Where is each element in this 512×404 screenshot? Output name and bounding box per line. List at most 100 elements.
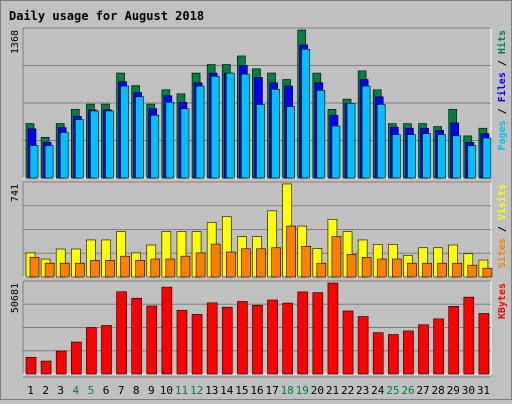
- bar-kbytes-day-5: [86, 327, 97, 375]
- bar-sites-day-28: [437, 262, 447, 278]
- bar-kbytes-day-1: [25, 357, 37, 375]
- bar-sites-day-23: [361, 257, 372, 278]
- day-label: 28: [432, 384, 445, 397]
- day-label: 5: [88, 384, 95, 397]
- bar-pages-day-4: [74, 119, 84, 179]
- day-label: 10: [160, 384, 173, 397]
- bar-pages-day-22: [346, 103, 356, 179]
- panel-middle: 741 Sites / Visits: [10, 181, 508, 278]
- bar-kbytes-day-3: [55, 350, 67, 375]
- bar-pages-day-31: [482, 137, 492, 179]
- bar-pages-day-3: [59, 132, 69, 179]
- day-label: 20: [311, 384, 324, 397]
- chart-title: Daily usage for August 2018: [9, 9, 204, 23]
- day-label: 23: [356, 384, 369, 397]
- bar-kbytes-day-27: [418, 324, 429, 375]
- legend-bottom: KBytes: [497, 283, 508, 319]
- bar-pages-day-15: [241, 73, 250, 179]
- bar-kbytes-day-2: [40, 360, 52, 375]
- day-label: 7: [118, 384, 125, 397]
- bar-sites-day-7: [120, 255, 130, 278]
- bar-kbytes-day-30: [463, 296, 475, 375]
- bar-kbytes-day-25: [388, 334, 399, 375]
- bar-sites-day-3: [59, 262, 70, 278]
- bar-kbytes-day-19: [297, 291, 309, 375]
- day-label: 18: [281, 384, 294, 397]
- bar-sites-day-12: [195, 252, 206, 278]
- bar-sites-day-24: [376, 258, 387, 278]
- bar-sites-day-18: [286, 225, 296, 278]
- day-label: 9: [148, 384, 155, 397]
- day-label: 16: [250, 384, 263, 397]
- day-label: 22: [341, 384, 354, 397]
- bar-sites-day-8: [135, 260, 145, 278]
- bar-sites-day-4: [74, 262, 85, 278]
- bar-sites-day-2: [44, 262, 55, 278]
- day-axis: 1 2 3 4 5 6 7 8 9 10 11 12 13 14 15 16 17 18 19 20 21 22 23 24 2…: [23, 376, 491, 397]
- bar-sites-day-5: [90, 260, 100, 278]
- day-label: 27: [416, 384, 429, 397]
- day-label: 25: [386, 384, 399, 397]
- bar-pages-day-16: [256, 104, 265, 179]
- day-label: 21: [326, 384, 339, 397]
- day-label: 2: [42, 384, 49, 397]
- bar-kbytes-day-9: [146, 305, 158, 375]
- y-max-label-bottom: 50681: [10, 283, 21, 313]
- bar-kbytes-day-31: [478, 313, 490, 375]
- bar-pages-day-18: [286, 106, 295, 179]
- legend-hits: Hits: [496, 30, 508, 54]
- bar-sites-day-26: [407, 262, 417, 278]
- series-kbytes: [25, 282, 490, 375]
- bar-sites-day-11: [180, 255, 191, 278]
- bar-pages-day-6: [105, 110, 114, 179]
- day-label: 31: [477, 384, 490, 397]
- day-label: 30: [462, 384, 475, 397]
- legend-top: Pages / Files / Hits: [496, 30, 508, 150]
- bar-kbytes-day-23: [357, 316, 369, 375]
- bar-sites-day-19: [301, 245, 312, 278]
- bar-sites-day-30: [467, 264, 478, 278]
- bar-pages-day-10: [165, 101, 175, 179]
- bar-pages-day-5: [90, 110, 99, 179]
- legend-files: Files: [496, 72, 508, 102]
- bar-sites-day-1: [29, 257, 40, 278]
- bar-kbytes-day-24: [372, 332, 384, 375]
- bar-kbytes-day-20: [312, 292, 324, 375]
- bar-kbytes-day-17: [267, 299, 278, 375]
- bar-kbytes-day-7: [116, 291, 127, 375]
- bar-pages-day-1: [29, 145, 39, 179]
- day-label: 11: [175, 384, 188, 397]
- legend-visits: Visits: [496, 184, 508, 220]
- legend-sites: Sites: [496, 238, 508, 268]
- day-label: 17: [265, 384, 278, 397]
- bar-kbytes-day-13: [206, 302, 218, 375]
- day-label: 14: [220, 384, 234, 397]
- legend-separator: /: [497, 102, 508, 120]
- day-label: 26: [401, 384, 414, 397]
- bar-pages-day-11: [180, 108, 190, 179]
- legend-middle: Sites / Visits: [496, 184, 508, 268]
- day-label: 1: [27, 384, 34, 397]
- bar-sites-day-31: [482, 267, 493, 278]
- bar-pages-day-2: [44, 145, 54, 179]
- bar-kbytes-day-18: [282, 302, 293, 375]
- y-max-label-middle: 741: [10, 184, 21, 202]
- legend-separator: /: [497, 54, 508, 72]
- bar-kbytes-day-14: [221, 306, 233, 375]
- series-sites: [29, 225, 493, 278]
- bar-pages-day-13: [210, 76, 220, 179]
- bar-sites-day-15: [241, 248, 251, 278]
- bar-kbytes-day-29: [448, 306, 460, 375]
- day-label: 12: [190, 384, 203, 397]
- bar-sites-day-13: [210, 243, 221, 278]
- y-max-label-top: 1368: [10, 30, 21, 54]
- bar-sites-day-9: [150, 258, 161, 278]
- day-label: 29: [447, 384, 460, 397]
- bar-sites-day-22: [346, 254, 357, 278]
- bar-sites-day-6: [105, 260, 115, 278]
- bar-pages-day-12: [195, 85, 205, 179]
- bar-pages-day-17: [271, 88, 280, 179]
- day-label: 13: [205, 384, 218, 397]
- day-label: 4: [73, 384, 80, 397]
- legend-pages: Pages: [497, 120, 508, 150]
